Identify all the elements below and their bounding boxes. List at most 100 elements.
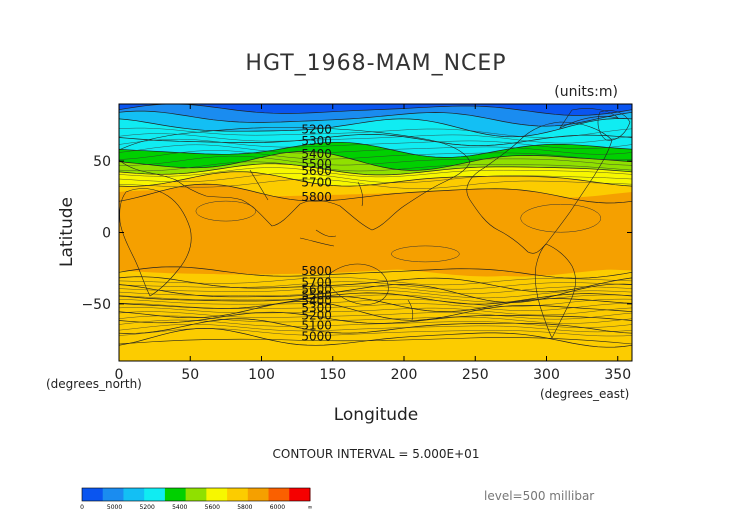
y-unit-label: (degrees_north) (46, 377, 142, 391)
contour-minor (119, 281, 632, 290)
contour-lines (119, 104, 632, 348)
contour-5500 (119, 292, 632, 305)
contour-label: 5600 (301, 283, 332, 297)
contour-minor (119, 319, 632, 328)
contour-5600 (119, 163, 632, 176)
contour-5800 (119, 266, 632, 279)
x-tick-label: 0 (115, 367, 124, 383)
contour-5100 (119, 110, 632, 127)
colorbar-segment (185, 488, 207, 501)
contour-label: 5100 (301, 318, 332, 332)
x-tick-label: 250 (462, 367, 489, 383)
contour-5400 (119, 296, 632, 312)
x-axis-ticks: 0 50 100 150 200 250 300 350 (115, 104, 631, 383)
colorbar-segment (247, 488, 270, 501)
contour-label: 5200 (301, 308, 332, 322)
contour-minor (119, 324, 632, 333)
contour-5000 (119, 104, 632, 116)
contour-minor (119, 277, 632, 286)
plot-area (119, 104, 632, 361)
contour-label: 5400 (301, 147, 332, 161)
colorbar-label: 5200 (140, 504, 155, 511)
contour-label: 5300 (301, 301, 332, 315)
contour-5700 (119, 276, 632, 293)
contour-closed (195, 200, 257, 222)
x-tick-label: 150 (319, 367, 346, 383)
contour-minor (119, 290, 632, 299)
contour-minor (119, 144, 632, 155)
coastlines (119, 108, 632, 345)
contour-label: 5000 (301, 330, 332, 344)
contour-5200 (119, 311, 632, 324)
x-tick-label: 350 (604, 367, 631, 383)
contour-minor (119, 138, 632, 149)
colorbar-segment (144, 488, 166, 501)
contour-5200 (119, 118, 632, 138)
y-axis-label: Latitude (57, 197, 77, 267)
contour-label: 5400 (301, 294, 332, 308)
contour-closed (520, 203, 601, 233)
contour-label: 5700 (301, 275, 332, 289)
contour-minor (119, 328, 632, 337)
contour-5700 (119, 171, 632, 187)
contour-5800 (119, 183, 632, 204)
colorbar-label: 5800 (237, 504, 252, 511)
contour-minor (119, 161, 632, 172)
colorbar-label: ∞ (308, 504, 313, 511)
contour-minor (119, 150, 632, 160)
contour-label: 5800 (301, 190, 332, 204)
contour-label: 5200 (301, 123, 332, 137)
colorbar-segment (82, 488, 104, 501)
contour-minor (119, 173, 632, 184)
contour-minor (119, 285, 632, 294)
colorbar: 0 5000 5200 5400 5600 5800 6000 ∞ (80, 487, 313, 511)
y-tick-label: 0 (102, 226, 111, 242)
y-axis-ticks: 50 0 −50 (81, 154, 632, 313)
contour-labels: 5200530054005500560057005800580057005600… (301, 123, 332, 344)
y-tick-label: 50 (93, 154, 111, 170)
colorbar-segment (289, 488, 311, 501)
x-tick-label: 100 (248, 367, 275, 383)
colorbar-segment (206, 488, 228, 501)
y-tick-label: −50 (81, 297, 111, 313)
contour-minor (119, 303, 632, 311)
colorbar-label: 5600 (205, 504, 220, 511)
units-label: (units:m) (554, 84, 618, 100)
colorbar-segment (102, 488, 124, 501)
contour-closed (391, 245, 460, 263)
x-tick-label: 200 (391, 367, 418, 383)
x-unit-label: (degrees_east) (540, 387, 629, 401)
colorbar-frame (81, 487, 311, 502)
colorbar-label: 5000 (107, 504, 122, 511)
colorbar-segment (268, 488, 290, 501)
contour-5300 (119, 300, 632, 321)
band-tropics (119, 190, 632, 277)
colorbar-label: 0 (80, 504, 84, 511)
contour-minor (119, 178, 632, 189)
contour-minor (119, 133, 632, 144)
contour-minor (119, 155, 632, 166)
colorbar-segment (227, 488, 249, 501)
contour-interval-text: CONTOUR INTERVAL = 5.000E+01 (273, 447, 480, 461)
colorbar-label: 5400 (172, 504, 187, 511)
contour-label: 5300 (301, 134, 332, 148)
contour-label: 5700 (301, 176, 332, 190)
contour-minor (119, 311, 632, 320)
contour-minor (119, 127, 632, 138)
contour-minor (119, 294, 632, 303)
contour-label: 5600 (301, 164, 332, 178)
x-tick-label: 300 (533, 367, 560, 383)
contour-5400 (119, 141, 632, 158)
contour-minor (119, 315, 632, 324)
x-tick-label: 50 (181, 367, 199, 383)
contour-label: 5500 (301, 157, 332, 171)
contour-label: 5800 (301, 264, 332, 278)
colorbar-segment (123, 488, 145, 501)
contour-5500 (119, 151, 632, 171)
contour-minor (119, 307, 632, 316)
level-text: level=500 millibar (484, 489, 594, 503)
contour-5300 (119, 134, 632, 147)
x-axis-label: Longitude (334, 405, 419, 425)
colorbar-label: 6000 (270, 504, 285, 511)
